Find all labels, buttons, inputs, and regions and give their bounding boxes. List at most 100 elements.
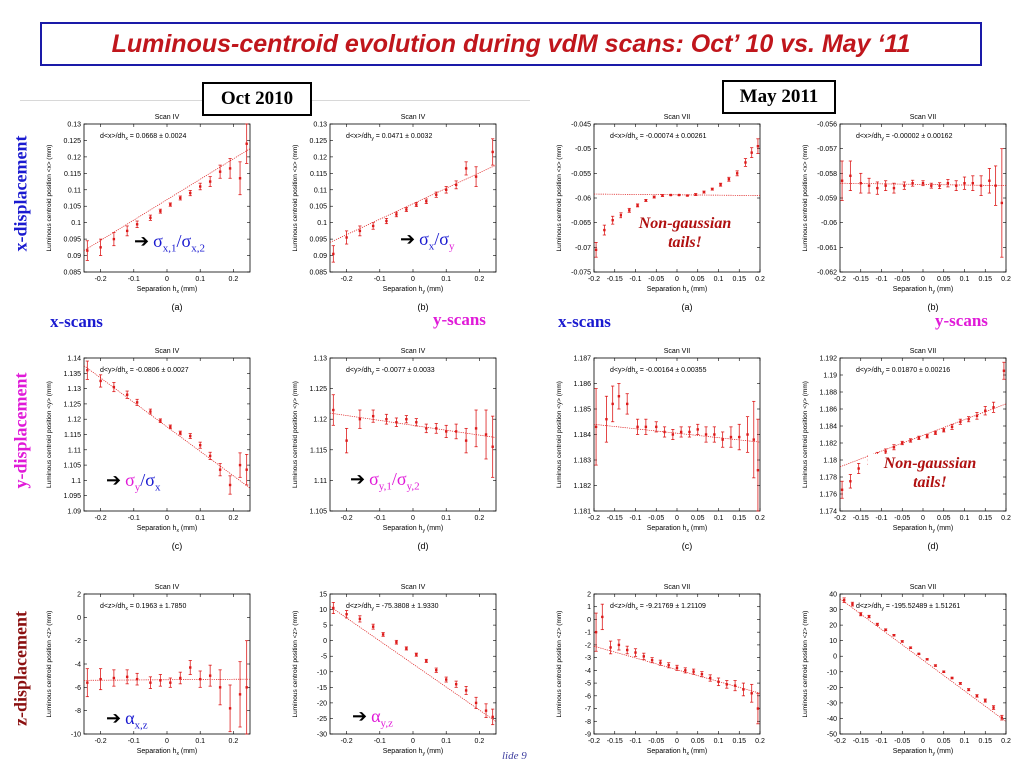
slope-annotation-sub: x (125, 606, 128, 612)
slope-annotation-sub: y (881, 370, 884, 376)
fit-line (329, 412, 497, 438)
data-point (950, 676, 954, 680)
x-axis-label: Separation hy (mm) (893, 748, 953, 757)
y-tick-label: 1.12 (67, 417, 81, 424)
slope-annotation-main: d<y>/dh (100, 367, 125, 374)
y-tick-label: 0.115 (310, 171, 327, 178)
y-tick-label: 0.11 (314, 187, 327, 194)
y-tick-label: -0.059 (817, 196, 837, 203)
panel-tag: (c) (172, 541, 183, 551)
data-point (179, 196, 182, 200)
data-point (371, 625, 375, 628)
data-point (756, 707, 760, 710)
data-point (642, 655, 645, 658)
slope-annotation-main: d<z>/dh (346, 603, 371, 610)
slope-annotation-main: d<y>/dh (610, 367, 635, 374)
data-point (484, 433, 488, 436)
data-point (735, 172, 739, 175)
data-point (179, 431, 182, 435)
y-tick-label: -0.058 (817, 171, 837, 178)
plot-y-yscan-oct: Scan IV 1.105 1.11 1.115 1.12 1.125 1.13 -0.2 -0… (292, 348, 497, 551)
y-tick-label: -1 (585, 630, 591, 637)
y-tick-label: -0.07 (575, 245, 591, 252)
slope-annotation-sub: y (371, 136, 374, 142)
data-point (425, 659, 428, 663)
data-point (395, 213, 398, 216)
data-point (975, 694, 979, 698)
fit-line (83, 365, 251, 489)
data-point (859, 182, 862, 185)
y-tick-label: 0.11 (68, 187, 81, 194)
y-tick-label: -10 (71, 732, 81, 739)
x-tick-label: 0.1 (960, 738, 970, 745)
data-point (425, 200, 428, 203)
slope-annotation-main: d<x>/dh (100, 133, 125, 140)
data-point (135, 401, 139, 404)
y-tick-label: 1.09 (67, 509, 81, 516)
fit-line (83, 148, 251, 251)
slope-annotation-sub: y (881, 606, 884, 612)
x-axis-label-unit: (mm) (935, 525, 953, 532)
x-tick-label: -0.1 (629, 276, 641, 283)
y-tick-label: 0.09 (313, 253, 327, 260)
data-point (1002, 369, 1006, 372)
data-point (169, 681, 172, 684)
x-tick-label: 0.1 (441, 738, 451, 745)
slope-annotation: d<y>/dhy = -0.0077 ± 0.0033 (346, 367, 435, 376)
x-tick-label: 0.2 (475, 515, 485, 522)
x-tick-label: -0.2 (834, 515, 846, 522)
y-axis-label: Luminous centroid position <x> (mm) (46, 145, 53, 252)
data-point (901, 640, 904, 643)
data-point (694, 193, 697, 196)
plot-z-yscan-may: Scan VII -50 -40 -30 -20 -10 0 10 20 30 40 -0.2 -0.1… (802, 584, 1011, 757)
y-tick-label: -7 (585, 706, 591, 713)
data-point (617, 395, 621, 398)
y-tick-label: 1 (587, 604, 591, 611)
data-point (938, 184, 941, 187)
data-point (650, 658, 654, 662)
y-tick-label: 1.182 (573, 483, 591, 490)
data-point (405, 647, 408, 650)
x-tick-label: -0.2 (588, 515, 600, 522)
x-tick-label: -0.2 (834, 738, 846, 745)
y-tick-label: 20 (829, 623, 837, 630)
x-tick-label: 0.2 (475, 738, 485, 745)
data-point (199, 444, 202, 447)
y-tick-label: -5 (585, 681, 591, 688)
y-tick-label: 1.184 (573, 432, 591, 439)
data-point (605, 418, 608, 421)
data-point (744, 161, 747, 164)
data-point (189, 434, 192, 438)
plot-x-scan-oct: Scan IV 0.085 0.09 0.095 0.1 0.105 0.11 0.115 0.… (46, 114, 251, 312)
data-point (679, 430, 683, 434)
y-tick-label: -20 (827, 685, 837, 692)
data-point (228, 167, 232, 170)
data-point (942, 670, 945, 673)
data-point (617, 643, 621, 647)
data-point (189, 666, 192, 669)
y-tick-label: 1.11 (314, 478, 327, 485)
data-point (909, 646, 912, 649)
x-axis-label-unit: (mm) (425, 286, 443, 293)
data-point (675, 666, 679, 670)
data-point (228, 483, 232, 487)
data-point (636, 425, 639, 429)
slide-title: Luminous-centroid evolution during vdM s… (42, 24, 980, 64)
data-point (644, 425, 648, 429)
x-axis-label-main: Separation h (647, 286, 687, 293)
x-tick-label: 0.2 (229, 276, 239, 283)
y-axis-label: Luminous centroid position <x> (mm) (802, 145, 809, 252)
y-tick-label: -6 (75, 685, 81, 692)
x-tick-label: -0.2 (588, 276, 600, 283)
data-point (667, 664, 670, 667)
slope-annotation: d<x>/dhy = 0.0471 ± 0.0032 (346, 133, 432, 142)
title-frame: Luminous-centroid evolution during vdM s… (40, 22, 982, 66)
y-axis-label: Luminous centroid position <y> (mm) (802, 381, 809, 488)
y-tick-label: -20 (317, 700, 327, 707)
x-tick-label: 0.05 (691, 738, 705, 745)
data-point (892, 634, 896, 637)
x-tick-label: -0.1 (128, 515, 140, 522)
x-axis-label: Separation hx (mm) (137, 525, 197, 534)
x-tick-label: 0.05 (691, 276, 705, 283)
data-point (988, 179, 991, 182)
